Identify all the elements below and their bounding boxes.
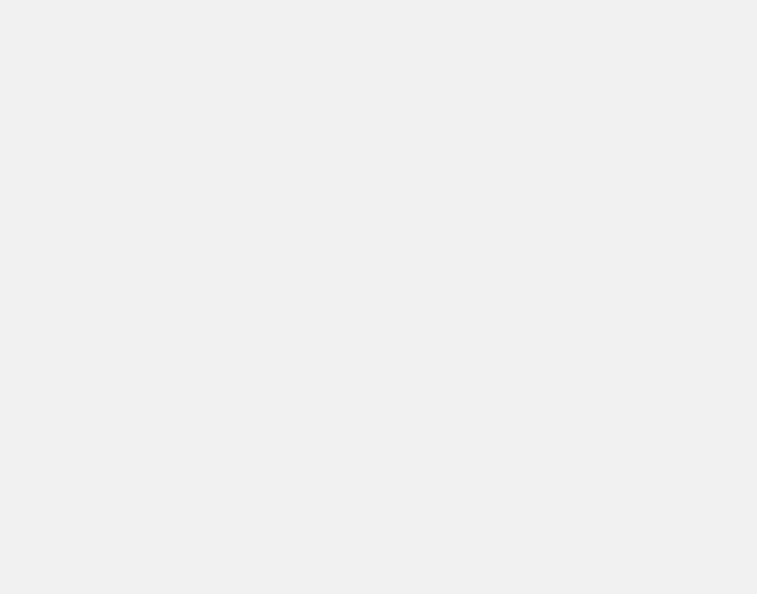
subplot-1: [10, 10, 370, 290]
subplot-3: [10, 300, 370, 580]
matlab-figure: [0, 0, 757, 594]
subplot-4: [390, 300, 750, 580]
subplot-2: [390, 10, 750, 290]
